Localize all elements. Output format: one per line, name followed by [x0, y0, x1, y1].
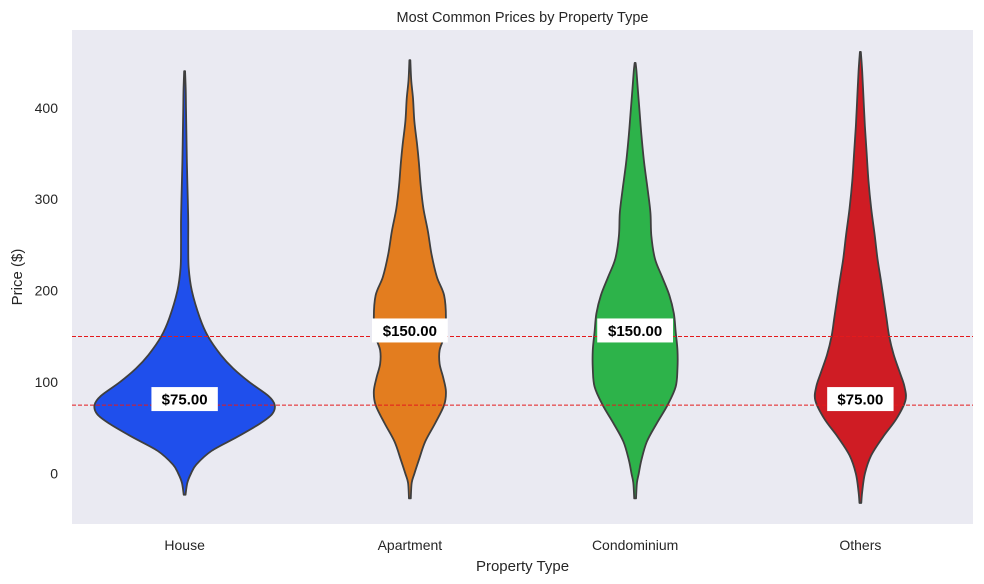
y-axis-ticks: 0 100 200 300 400	[35, 100, 59, 482]
x-axis-ticks: House Apartment Condominium Others	[164, 537, 881, 553]
price-label-box	[597, 318, 674, 343]
x-tick-label: House	[164, 537, 205, 553]
reference-lines-group	[72, 335, 973, 406]
price-label-box	[827, 387, 894, 412]
x-tick-label: Others	[839, 537, 881, 553]
y-axis-label: Price ($)	[9, 249, 26, 306]
price-label: $75.00	[837, 392, 883, 409]
chart-title: Most Common Prices by Property Type	[397, 10, 649, 26]
x-tick-label: Apartment	[378, 537, 443, 553]
price-label-box	[371, 318, 448, 343]
y-tick-label: 0	[50, 466, 58, 482]
price-label: $150.00	[608, 323, 662, 340]
x-axis-label: Property Type	[476, 558, 569, 575]
price-labels-group: $75.00 $150.00 $150.00 $75.00	[151, 318, 894, 412]
price-label: $75.00	[162, 392, 208, 409]
violin-condominium	[591, 62, 679, 500]
x-tick-label: Condominium	[592, 537, 678, 553]
y-tick-label: 100	[35, 374, 59, 390]
violin-house	[93, 70, 276, 496]
price-label: $150.00	[383, 323, 437, 340]
violin-apartment	[372, 59, 447, 500]
y-tick-label: 400	[35, 100, 59, 116]
y-tick-label: 200	[35, 283, 59, 299]
price-label-box	[151, 387, 218, 412]
y-tick-label: 300	[35, 191, 59, 207]
